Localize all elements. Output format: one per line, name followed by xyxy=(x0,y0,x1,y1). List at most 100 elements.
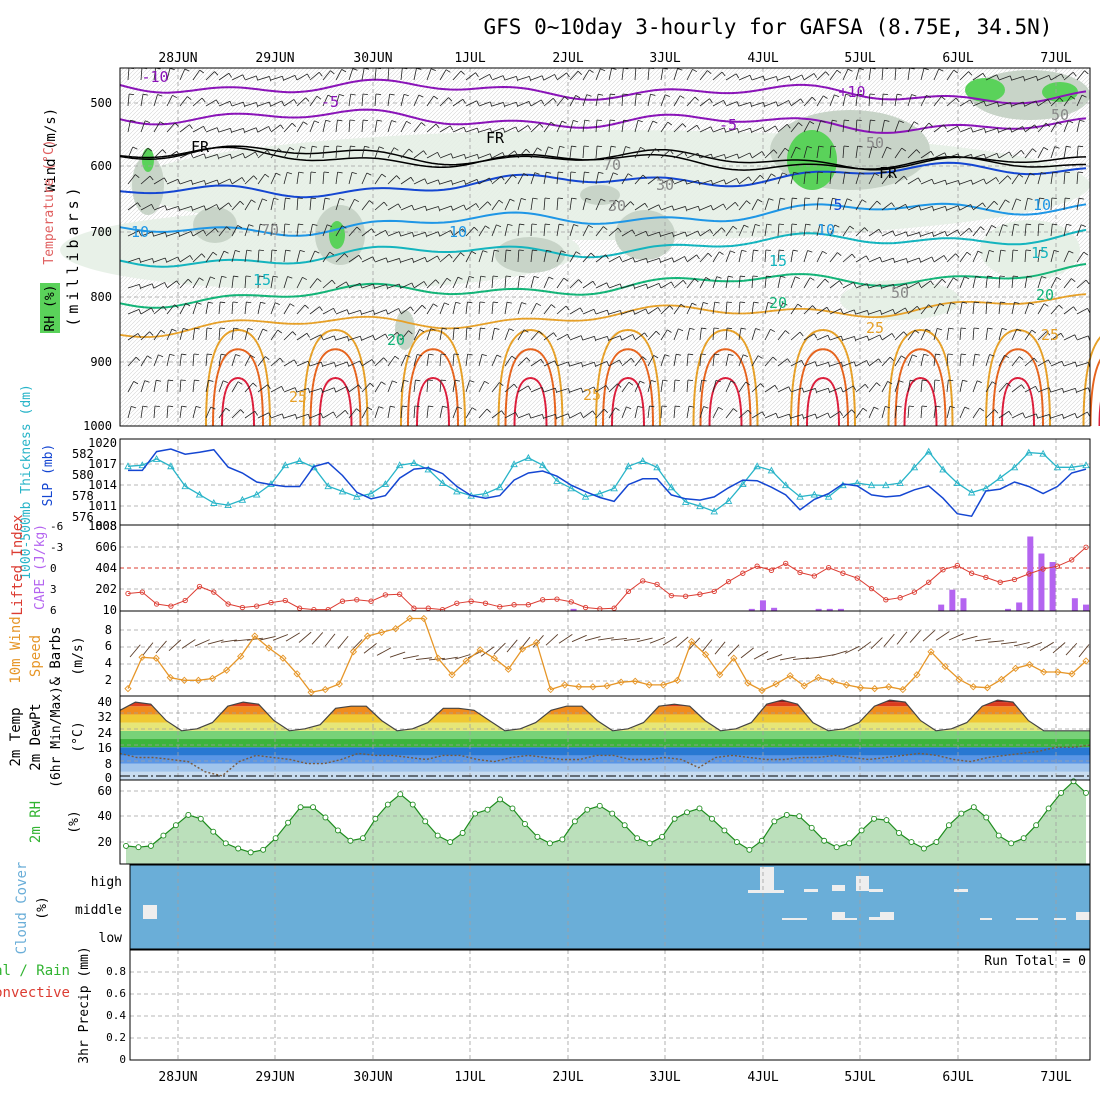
wind-barb xyxy=(439,302,445,315)
wind-barb xyxy=(478,73,490,81)
wind-barb xyxy=(738,409,749,419)
wind-barb-flag xyxy=(678,328,684,332)
wind-barb-flag xyxy=(350,145,356,148)
wind-barb-flag xyxy=(866,360,870,366)
wind-barb xyxy=(842,409,852,419)
wind-barb xyxy=(335,253,345,263)
wind-barb xyxy=(868,120,871,133)
wind-barb xyxy=(218,328,221,341)
wind-barb-flag xyxy=(1052,171,1058,174)
wind-barb xyxy=(140,120,146,133)
wind-barb-flag xyxy=(220,301,226,304)
wind-barb-flag xyxy=(268,412,272,418)
wind-barb xyxy=(439,380,442,393)
wind-barb xyxy=(894,258,907,263)
wind-barb xyxy=(205,354,208,367)
wind-barb xyxy=(1026,641,1043,649)
wind-barb xyxy=(881,356,891,367)
wind-barb-flag xyxy=(519,223,525,226)
thickness-point xyxy=(882,481,890,489)
wind-barb-flag xyxy=(735,73,740,79)
wind-barb-flag xyxy=(519,275,525,278)
wind-barb xyxy=(231,152,244,159)
wind-barb-flag xyxy=(442,327,448,330)
wind-barb-flag xyxy=(640,146,646,151)
wind-speed-point xyxy=(166,673,174,682)
wind-barb-flag xyxy=(233,327,239,330)
wind-barb-flag xyxy=(980,226,985,231)
wind-barb-flag xyxy=(757,355,763,359)
rh-point xyxy=(796,813,803,820)
wind-barb-flag xyxy=(975,275,981,278)
wind-barb-flag xyxy=(385,333,389,339)
wind-barb xyxy=(972,276,977,289)
wind-barb xyxy=(738,101,751,107)
wind-barb-flag xyxy=(774,385,778,390)
wind-barb xyxy=(231,250,236,263)
wind-barb xyxy=(712,99,724,107)
wind-barb xyxy=(816,146,820,159)
wind-barb xyxy=(803,96,813,107)
wind-barb xyxy=(465,251,472,263)
wind-barb xyxy=(621,357,632,367)
wind-barb-flag xyxy=(879,257,883,263)
wind-barb xyxy=(1013,641,1030,647)
wind-barb xyxy=(179,380,182,393)
rh-point xyxy=(247,849,254,856)
wind-barb-flag xyxy=(303,121,308,125)
wind-barb-flag xyxy=(450,153,454,159)
wind-barb xyxy=(675,636,689,648)
wind-barb xyxy=(1037,74,1050,81)
contour-label: 20 xyxy=(1036,286,1054,304)
wind-barb-flag xyxy=(918,257,922,263)
wind-barb-flag xyxy=(853,361,857,367)
wind-barb xyxy=(803,277,811,289)
wind-barb xyxy=(764,198,770,211)
wind-barb xyxy=(270,100,283,107)
wind-barb-flag xyxy=(1075,388,1078,394)
wind-barb-flag xyxy=(763,102,766,108)
wind-barb xyxy=(790,250,794,263)
rh-point xyxy=(409,801,416,808)
wind-barb xyxy=(296,73,308,81)
wind-barb xyxy=(829,280,840,289)
wind-barb-flag xyxy=(325,119,331,122)
wind-barb-flag xyxy=(492,275,498,277)
precip-axis-label: 3hr Precip (mm) xyxy=(77,946,92,1063)
wind-barb xyxy=(231,409,241,419)
wind-barb xyxy=(595,94,599,107)
wind-barb xyxy=(777,386,789,393)
thickness-point xyxy=(496,483,504,491)
wind-barb xyxy=(517,100,530,107)
wind-barb-flag xyxy=(960,327,966,329)
date-label: 1JUL xyxy=(454,51,485,66)
wind-barb xyxy=(673,303,682,315)
wind-barb xyxy=(556,361,569,367)
wind-barb xyxy=(335,309,348,315)
wind-barb xyxy=(660,329,668,341)
cloud-block xyxy=(1016,918,1038,920)
wind-barb xyxy=(153,149,163,159)
wind-barb-flag xyxy=(341,225,347,229)
lifted-index-point xyxy=(554,596,560,602)
wind-barb xyxy=(296,277,303,289)
wind-barb-flag xyxy=(644,332,648,338)
wind-barb-flag xyxy=(1045,122,1050,127)
wind-barb-flag xyxy=(999,275,1005,277)
wind-barb xyxy=(517,224,520,237)
wind-barb xyxy=(296,332,308,341)
wind-barb-flag xyxy=(448,254,453,259)
wind-barb xyxy=(777,330,786,341)
wind-barb-flag xyxy=(931,179,935,185)
wind-barb-flag xyxy=(311,197,317,200)
wind-barb-flag xyxy=(792,249,798,252)
wind-barb xyxy=(933,328,938,341)
date-labels-bottom: 28JUN 29JUN 30JUN 1JUL 2JUL 3JUL 4JUL 5JUL 6JUL 7… xyxy=(158,1070,1071,1085)
wind-barb-flag xyxy=(1033,357,1038,363)
wind-barb-flag xyxy=(1041,172,1047,175)
wind-barb xyxy=(751,355,759,367)
wind-barb xyxy=(777,413,790,419)
lifted-index-point xyxy=(368,598,374,604)
rh-point xyxy=(484,806,491,813)
wind-barb-flag xyxy=(298,223,304,226)
